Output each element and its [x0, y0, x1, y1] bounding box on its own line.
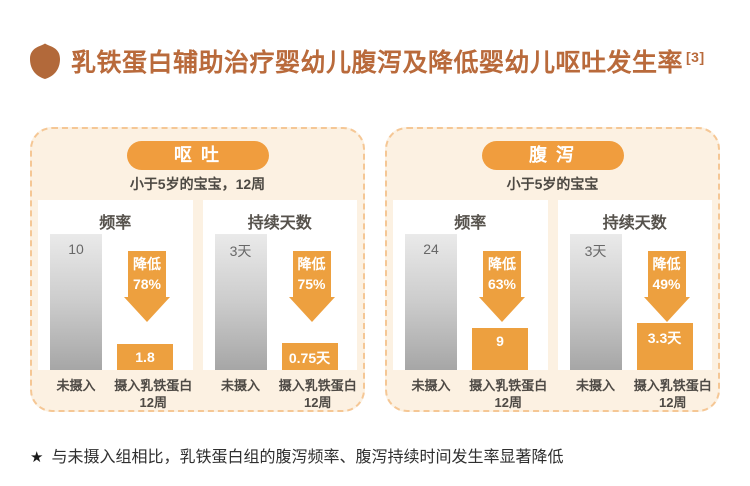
vomiting-charts: 频率 10 降低 78% 1.8 [38, 200, 357, 411]
control-bar: 3天 [569, 234, 622, 370]
vomiting-frequency-card: 频率 10 降低 78% 1.8 [38, 200, 193, 370]
treatment-label-line2: 12周 [139, 395, 167, 410]
reduction-value: 49% [652, 276, 681, 292]
chart-title: 持续天数 [247, 215, 312, 232]
treatment-bar: 9 [472, 328, 528, 370]
reduction-arrow-icon: 降低 49% [643, 251, 690, 322]
treatment-label-line1: 摄入乳铁蛋白 [633, 378, 712, 393]
page-header: 乳铁蛋白辅助治疗婴幼儿腹泻及降低婴幼儿呕吐发生率 [3] [28, 42, 705, 80]
treatment-label-line2: 12周 [494, 395, 522, 410]
control-label: 未摄入 [411, 378, 451, 393]
reduction-value: 63% [487, 276, 517, 292]
vomiting-subtitle: 小于5岁的宝宝，12周 [129, 176, 266, 192]
vomiting-badge: 呕 吐 [126, 141, 269, 170]
reduction-arrow-icon: 降低 63% [479, 251, 525, 322]
treatment-bar: 1.8 [117, 344, 173, 370]
arrow-tip [643, 297, 690, 322]
treatment-label-line1: 摄入乳铁蛋白 [114, 378, 193, 393]
axis-labels: 未摄入 摄入乳铁蛋白 12周 [558, 377, 713, 411]
arrow-tip [288, 297, 335, 322]
treatment-bar-value: 9 [496, 333, 504, 349]
reduction-arrow-icon: 降低 78% [124, 251, 170, 322]
control-bar: 24 [405, 234, 457, 370]
star-icon: ★ [30, 449, 44, 466]
diarrhea-duration-column: 持续天数 3天 降低 49% 3.3天 [557, 200, 713, 411]
treatment-label: 摄入乳铁蛋白 12周 [279, 377, 358, 411]
panel-vomiting: 呕 吐 小于5岁的宝宝，12周 频率 10 降低 78% [30, 127, 365, 412]
treatment-label-line2: 12周 [659, 395, 687, 410]
diarrhea-duration-card: 持续天数 3天 降低 49% 3.3天 [557, 200, 713, 370]
diarrhea-frequency-card: 频率 24 降低 63% 9 [393, 200, 548, 370]
reduction-value: 75% [297, 276, 326, 292]
reduction-arrow-icon: 降低 75% [288, 251, 335, 322]
control-bar: 3天 [214, 234, 267, 370]
axis-labels: 未摄入 摄入乳铁蛋白 12周 [393, 377, 548, 411]
footnote-text: 与未摄入组相比，乳铁蛋白组的腹泻频率、腹泻持续时间发生率显著降低 [51, 449, 564, 466]
diarrhea-charts: 频率 24 降低 63% 9 [393, 200, 712, 411]
chart-title: 频率 [99, 215, 132, 232]
panels-row: 呕 吐 小于5岁的宝宝，12周 频率 10 降低 78% [30, 127, 720, 412]
control-label: 未摄入 [220, 378, 260, 393]
axis-labels: 未摄入 摄入乳铁蛋白 12周 [203, 377, 358, 411]
arrow-tip [124, 297, 170, 322]
treatment-label: 摄入乳铁蛋白 12周 [114, 377, 193, 411]
vomiting-frequency-column: 频率 10 降低 78% 1.8 [38, 200, 193, 411]
reference-marker: [3] [686, 48, 705, 65]
vomiting-duration-card: 持续天数 3天 降低 75% 0.75 [202, 200, 358, 370]
reduction-label: 降低 [488, 256, 516, 272]
reduction-value: 78% [132, 276, 162, 292]
treatment-label-line1: 摄入乳铁蛋白 [278, 378, 357, 393]
diarrhea-badge: 腹 泻 [481, 141, 624, 170]
footnote: ★ 与未摄入组相比，乳铁蛋白组的腹泻频率、腹泻持续时间发生率显著降低 [30, 443, 563, 467]
page-title: 乳铁蛋白辅助治疗婴幼儿腹泻及降低婴幼儿呕吐发生率 [3] [71, 43, 705, 79]
vomiting-duration-column: 持续天数 3天 降低 75% 0.75 [202, 200, 358, 411]
control-bar-value: 3天 [229, 243, 252, 259]
control-bar-value: 3天 [584, 243, 607, 259]
treatment-label-line1: 摄入乳铁蛋白 [469, 378, 548, 393]
nut-shield-icon [30, 43, 60, 79]
diarrhea-subtitle: 小于5岁的宝宝 [506, 176, 599, 192]
chart-title: 持续天数 [602, 215, 667, 232]
reduction-label: 降低 [652, 256, 681, 272]
chart-title: 频率 [454, 215, 487, 232]
bar-chart: 10 降低 78% 1.8 [38, 234, 193, 370]
panel-diarrhea: 腹 泻 小于5岁的宝宝 频率 24 降低 63% [385, 127, 720, 412]
control-bar: 10 [50, 234, 102, 370]
arrow-tip [479, 297, 525, 322]
treatment-bar-value: 1.8 [135, 349, 155, 365]
treatment-label-line2: 12周 [304, 395, 332, 410]
treatment-label: 摄入乳铁蛋白 12周 [469, 377, 548, 411]
reduction-label: 降低 [133, 256, 161, 272]
control-label: 未摄入 [56, 378, 96, 393]
control-label: 未摄入 [575, 378, 615, 393]
treatment-bar-value: 3.3天 [647, 330, 682, 346]
control-bar-value: 24 [423, 241, 439, 257]
treatment-bar: 3.3天 [636, 323, 693, 370]
treatment-bar: 0.75天 [281, 343, 338, 370]
control-bar-value: 10 [68, 241, 84, 257]
page-title-text: 乳铁蛋白辅助治疗婴幼儿腹泻及降低婴幼儿呕吐发生率 [71, 49, 684, 77]
treatment-label: 摄入乳铁蛋白 12周 [634, 377, 713, 411]
treatment-bar-value: 0.75天 [288, 350, 331, 366]
axis-labels: 未摄入 摄入乳铁蛋白 12周 [38, 377, 193, 411]
bar-chart: 24 降低 63% 9 [393, 234, 548, 370]
bar-chart: 3天 降低 49% 3.3天 [558, 234, 713, 370]
bar-chart: 3天 降低 75% 0.75天 [203, 234, 358, 370]
diarrhea-frequency-column: 频率 24 降低 63% 9 [393, 200, 548, 411]
reduction-label: 降低 [297, 256, 326, 272]
